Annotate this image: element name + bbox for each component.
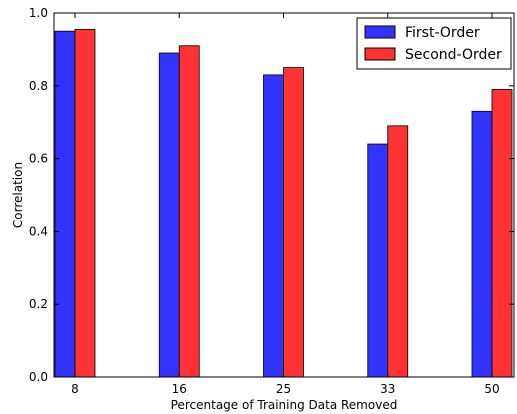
y-tick-label: 0.2 (29, 297, 48, 311)
y-tick-label: 0.0 (29, 370, 48, 384)
y-tick-label: 0.8 (29, 79, 48, 93)
bar-second-order-8 (74, 28, 96, 378)
y-tick-label: 0.6 (29, 152, 48, 166)
bar-second-order-25 (283, 67, 304, 378)
y-tick-label: 0.4 (29, 224, 48, 238)
x-tick-label: 25 (276, 382, 291, 396)
bar-second-order-33 (387, 125, 409, 378)
bar-first-order-50 (471, 110, 493, 378)
x-tick-label: 8 (71, 382, 79, 396)
x-axis-label: Percentage of Training Data Removed (171, 398, 398, 412)
x-tick-label: 50 (484, 382, 499, 396)
legend-swatch-first-order (364, 25, 396, 39)
bar-first-order-8 (54, 30, 76, 378)
y-axis-ticks: 0.0 0.2 0.4 0.6 0.8 1.0 (29, 6, 514, 384)
bar-first-order-33 (367, 143, 389, 378)
legend: First-Order Second-Order (356, 17, 512, 70)
x-axis-ticks: 8 16 25 33 50 (71, 13, 500, 396)
bar-second-order-50 (491, 89, 513, 378)
y-axis-label: Correlation (11, 162, 25, 228)
bars-layer (54, 28, 513, 378)
legend-label-second-order: Second-Order (405, 47, 502, 63)
x-tick-label: 16 (172, 382, 187, 396)
legend-label-first-order: First-Order (405, 25, 480, 41)
y-tick-label: 1.0 (29, 6, 48, 20)
bar-second-order-16 (178, 45, 200, 378)
x-tick-label: 33 (380, 382, 395, 396)
bar-first-order-25 (263, 74, 284, 378)
legend-swatch-second-order (364, 47, 396, 61)
plot-frame (53, 12, 515, 378)
bar-first-order-16 (158, 52, 180, 378)
